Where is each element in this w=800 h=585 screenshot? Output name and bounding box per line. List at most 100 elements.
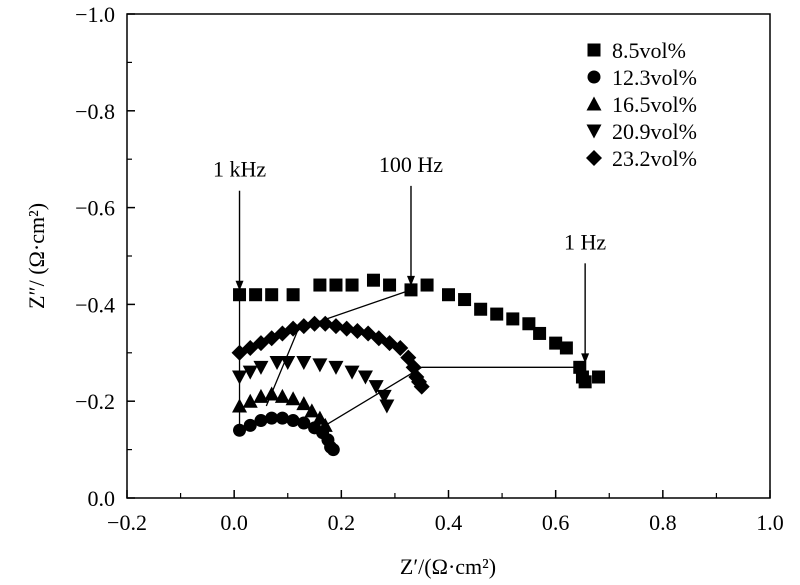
triangle-down-data-point	[376, 389, 392, 404]
legend-label: 20.9vol%	[612, 119, 697, 144]
square-data-point	[404, 283, 418, 297]
triangle-down-data-point	[368, 380, 384, 395]
triangle-down-data-point	[328, 360, 344, 375]
triangle-down-data-point	[242, 365, 258, 380]
legend-label: 23.2vol%	[612, 146, 697, 171]
square-data-point	[265, 288, 279, 302]
triangle-up-data-point	[232, 398, 248, 413]
y-tick-label: −0.2	[75, 389, 115, 414]
triangle-down-data-point	[253, 360, 269, 375]
circle-data-point	[275, 411, 289, 425]
ticks: −0.2 0.0 0.2 0.4 0.6 0.8 1.00.0−0.2−0.4−0.6−0.…	[75, 2, 784, 535]
series-square	[233, 273, 606, 389]
annotation-arrowhead	[235, 280, 244, 291]
square-data-point	[578, 375, 592, 389]
diamond-data-point	[295, 318, 312, 335]
triangle-up-data-point	[264, 386, 280, 401]
x-tick-label: −0.2	[107, 510, 147, 535]
legend: 8.5vol%12.3vol%16.5vol%20.9vol%23.2vol%	[586, 38, 697, 171]
circle-data-point	[233, 423, 247, 437]
connector-line	[324, 366, 583, 426]
triangle-down-data-point	[344, 365, 360, 380]
diamond-data-point	[338, 320, 355, 337]
triangle-up-data-point	[242, 393, 258, 408]
diamond-data-point	[317, 315, 334, 332]
x-tick-label: 0.2	[328, 510, 356, 535]
legend-label: 8.5vol%	[612, 38, 686, 63]
square-data-point	[420, 278, 434, 292]
series-circle	[233, 411, 340, 457]
legend-marker-triangle-down	[586, 124, 602, 139]
triangle-up-data-point	[304, 403, 320, 418]
x-tick-label: 0.0	[220, 510, 248, 535]
square-data-point	[233, 288, 247, 302]
triangle-down-data-point	[232, 370, 248, 385]
y-tick-label: −0.8	[75, 99, 115, 124]
legend-marker-triangle-up	[586, 96, 602, 111]
square-data-point	[474, 302, 488, 316]
x-tick-label: 0.8	[649, 510, 677, 535]
circle-data-point	[297, 416, 311, 430]
diamond-data-point	[413, 378, 430, 395]
square-data-point	[458, 293, 472, 307]
square-data-point	[592, 370, 606, 384]
square-data-point	[313, 278, 327, 292]
square-data-point	[506, 312, 520, 326]
square-data-point	[522, 317, 536, 331]
x-tick-label: 0.6	[542, 510, 570, 535]
square-data-point	[345, 278, 359, 292]
y-tick-label: −1.0	[75, 2, 115, 27]
circle-data-point	[254, 414, 268, 428]
triangle-up-data-point	[317, 417, 333, 432]
square-data-point	[559, 341, 573, 355]
annotation-label: 100 Hz	[379, 152, 443, 177]
square-data-point	[286, 288, 300, 302]
square-data-point	[366, 273, 380, 287]
annotation-arrowhead	[406, 275, 415, 286]
y-tick-label: −0.6	[75, 196, 115, 221]
diamond-data-point	[327, 318, 344, 335]
diamond-data-point	[392, 339, 409, 356]
triangle-up-data-point	[285, 391, 301, 406]
y-tick-label: 0.0	[88, 486, 116, 511]
triangle-down-data-point	[379, 399, 395, 414]
series-triangle-up	[232, 386, 333, 432]
square-data-point	[549, 336, 563, 350]
legend-label: 12.3vol%	[612, 65, 697, 90]
series-triangle-down	[232, 355, 395, 414]
triangle-down-data-point	[296, 355, 312, 370]
annotation-arrowhead	[581, 353, 590, 364]
legend-marker-square	[587, 43, 601, 57]
diamond-data-point	[349, 323, 366, 340]
frequency-annotations: 1 kHz 100 Hz 1 Hz	[213, 152, 606, 364]
diamond-data-point	[306, 315, 323, 332]
x-tick-label: 0.4	[435, 510, 463, 535]
triangle-up-data-point	[296, 396, 312, 411]
y-tick-label: −0.4	[75, 292, 115, 317]
square-data-point	[490, 307, 504, 321]
circle-data-point	[326, 443, 340, 457]
y-axis-title: Z″/ (Ω·cm²)	[24, 203, 49, 309]
triangle-down-data-point	[280, 355, 296, 370]
circle-data-point	[243, 418, 257, 432]
series-diamond	[231, 315, 430, 395]
diamond-data-point	[285, 320, 302, 337]
x-axis-title: Z′/(Ω·cm²)	[400, 554, 496, 579]
data-series	[231, 273, 606, 457]
square-data-point	[383, 278, 397, 292]
circle-data-point	[286, 414, 300, 428]
legend-marker-circle	[587, 70, 601, 84]
legend-marker-diamond	[586, 150, 602, 166]
annotation-label: 1 Hz	[564, 229, 606, 254]
square-data-point	[533, 326, 547, 340]
legend-label: 16.5vol%	[612, 92, 697, 117]
annotation-label: 1 kHz	[213, 157, 266, 182]
x-tick-label: 1.0	[756, 510, 784, 535]
triangle-up-data-point	[253, 388, 269, 403]
circle-data-point	[265, 411, 279, 425]
triangle-down-data-point	[312, 358, 328, 373]
triangle-up-data-point	[274, 388, 290, 403]
triangle-down-data-point	[357, 370, 373, 385]
square-data-point	[249, 288, 263, 302]
